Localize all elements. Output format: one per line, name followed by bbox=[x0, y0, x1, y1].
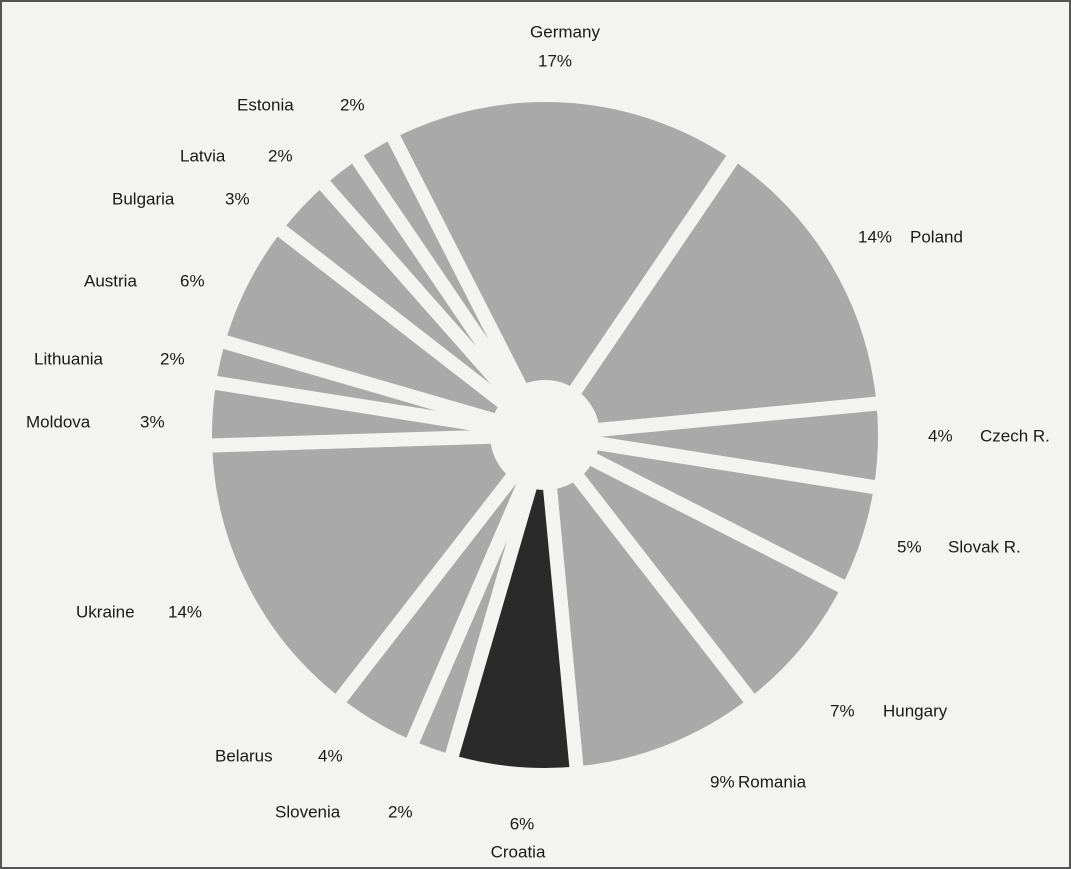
slice-label: Latvia bbox=[180, 146, 226, 165]
slice-value-label: 6% bbox=[510, 814, 535, 833]
pie-center bbox=[490, 380, 600, 490]
slice-label: Germany bbox=[530, 22, 600, 41]
slice-value-label: 3% bbox=[225, 189, 250, 208]
slice-value-label: 3% bbox=[140, 412, 165, 431]
pie-slice bbox=[381, 88, 746, 449]
pie-slice bbox=[344, 122, 552, 439]
pie-slice bbox=[535, 411, 764, 782]
slice-value-label: 14% bbox=[858, 227, 892, 246]
slice-label: Bulgaria bbox=[112, 189, 175, 208]
slice-label: Austria bbox=[84, 271, 137, 290]
pie-slice bbox=[530, 144, 892, 444]
slice-label: Estonia bbox=[237, 95, 294, 114]
slice-value-label: 7% bbox=[830, 701, 855, 720]
slice-label: Croatia bbox=[491, 842, 546, 861]
slice-value-label: 4% bbox=[928, 426, 953, 445]
slice-value-label: 2% bbox=[340, 95, 365, 114]
slice-value-label: 6% bbox=[180, 271, 205, 290]
slice-value-label: 5% bbox=[897, 537, 922, 556]
slice-value-label: 2% bbox=[268, 146, 293, 165]
slice-value-label: 9% bbox=[710, 772, 735, 791]
slice-label: Poland bbox=[910, 227, 963, 246]
slice-label: Hungary bbox=[883, 701, 948, 720]
pie-slice bbox=[197, 427, 560, 714]
slice-label: Romania bbox=[738, 772, 807, 791]
slice-value-label: 2% bbox=[160, 349, 185, 368]
slice-label: Belarus bbox=[215, 746, 273, 765]
slice-value-label: 17% bbox=[538, 51, 572, 70]
slice-value-label: 14% bbox=[168, 602, 202, 621]
slice-label: Lithuania bbox=[34, 349, 104, 368]
slice-label: Czech R. bbox=[980, 426, 1050, 445]
slice-value-label: 4% bbox=[318, 746, 343, 765]
slice-value-label: 2% bbox=[388, 802, 413, 821]
slice-label: Moldova bbox=[26, 412, 91, 431]
slice-label: Slovenia bbox=[275, 802, 341, 821]
slice-label: Slovak R. bbox=[948, 537, 1021, 556]
slice-label: Ukraine bbox=[76, 602, 135, 621]
